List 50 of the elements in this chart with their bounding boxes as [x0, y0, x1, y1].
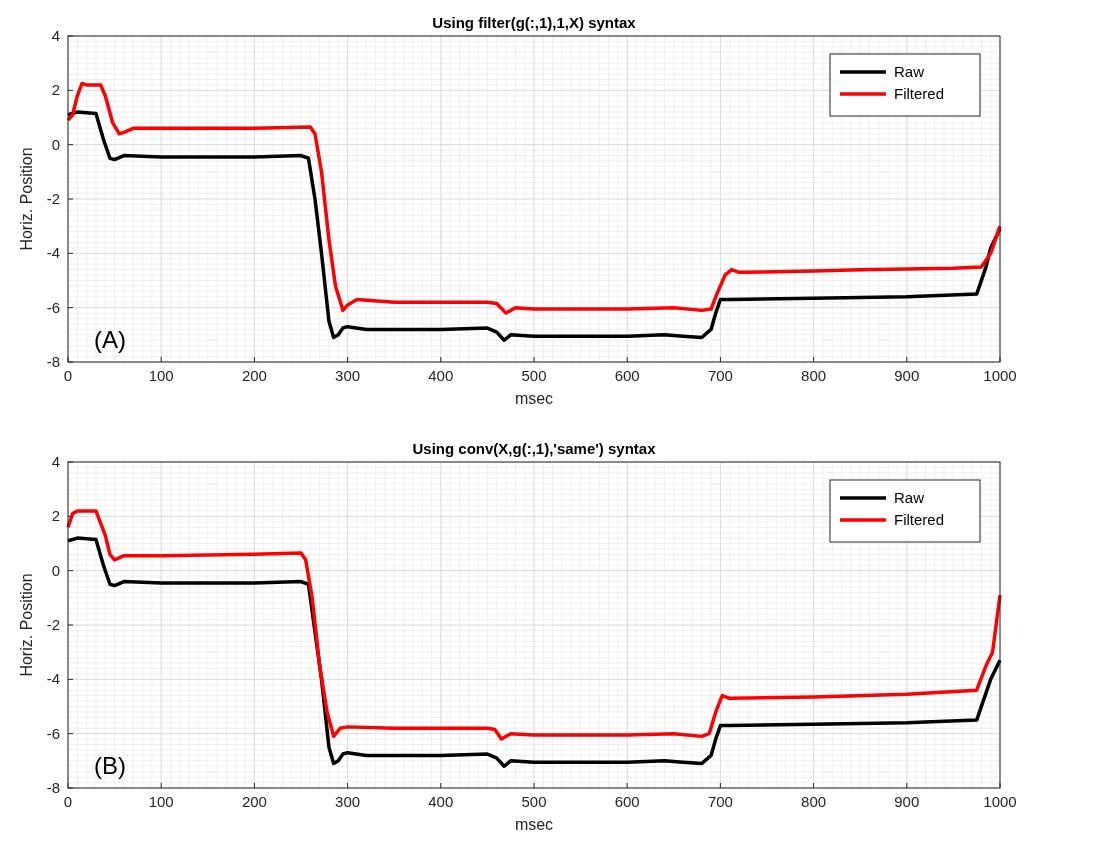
x-tick-label: 300	[335, 367, 361, 384]
y-tick-label: -2	[46, 190, 60, 207]
x-tick-label: 100	[148, 367, 174, 384]
y-axis-title: Horiz. Position	[18, 573, 35, 677]
y-axis-title: Horiz. Position	[18, 147, 35, 251]
legend-label: Raw	[894, 63, 925, 80]
x-tick-label: 100	[148, 793, 174, 810]
y-tick-label: -6	[46, 298, 60, 316]
x-tick-label: 900	[894, 367, 920, 384]
line-series	[66, 509, 1002, 741]
y-tick-label: 0	[51, 561, 60, 579]
chart-title: Using conv(X,g(:,1),'same') syntax	[412, 440, 657, 457]
x-tick-label: 1000	[983, 367, 1017, 384]
legend-label: Filtered	[894, 511, 945, 528]
y-tick-label: -8	[46, 779, 60, 796]
y-tick-label: 2	[51, 507, 60, 525]
x-tick-label: 300	[335, 793, 361, 810]
y-tick-label: -4	[46, 670, 60, 688]
x-tick-label: 700	[707, 793, 733, 810]
x-tick-label: 500	[521, 367, 547, 384]
x-tick-label: 600	[614, 367, 640, 384]
y-tick-label: -6	[46, 724, 60, 742]
y-tick-label: 2	[51, 81, 60, 99]
y-tick-label: 0	[51, 135, 60, 153]
x-tick-label: 0	[63, 793, 73, 810]
x-axis-title: msec	[514, 816, 554, 833]
y-tick-label: -4	[46, 244, 60, 262]
chart-title: Using filter(g(:,1),1,X) syntax	[432, 14, 637, 31]
x-tick-label: 0	[63, 367, 73, 384]
y-tick-label: -8	[46, 353, 60, 370]
annotation: (B)	[94, 752, 126, 779]
annotation: (A)	[94, 326, 126, 353]
legend-label: Filtered	[894, 85, 945, 102]
x-axis-title: msec	[514, 390, 554, 407]
y-tick-label: -2	[46, 616, 60, 633]
y-tick-label: 4	[51, 453, 60, 470]
x-tick-label: 800	[801, 367, 827, 384]
x-tick-label: 800	[801, 793, 827, 810]
line-series	[66, 81, 1002, 315]
x-tick-label: 200	[241, 793, 267, 810]
x-tick-label: 1000	[983, 793, 1017, 810]
y-tick-label: 4	[51, 27, 60, 44]
x-tick-label: 200	[241, 367, 267, 384]
x-tick-label: 500	[521, 793, 547, 810]
x-tick-label: 600	[614, 793, 640, 810]
x-tick-label: 400	[428, 793, 454, 810]
x-tick-label: 700	[707, 367, 733, 384]
legend-label: Raw	[894, 489, 925, 506]
x-tick-label: 900	[894, 793, 920, 810]
x-tick-label: 400	[428, 367, 454, 384]
